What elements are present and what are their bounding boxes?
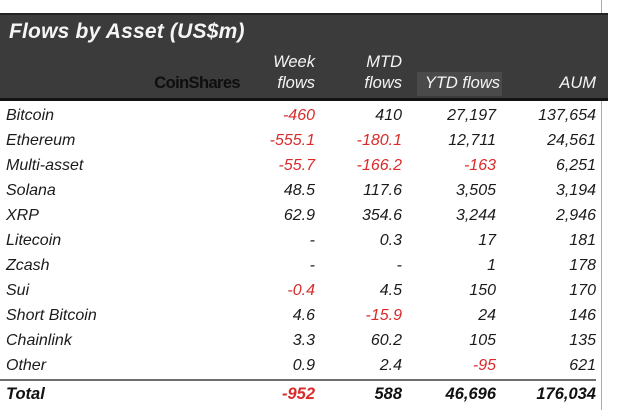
- col-header-aum: AUM: [559, 74, 596, 92]
- cell-asset-name: Solana: [6, 182, 56, 199]
- cell-mtd-flows: 4.5: [379, 282, 402, 299]
- cell-week-flows: 48.5: [283, 182, 315, 199]
- cell-ytd-flows: 24: [478, 307, 496, 324]
- coinshares-logo: CoinShares: [154, 74, 240, 92]
- cell-week-flows: 4.6: [292, 307, 315, 324]
- table-row: Multi-asset -55.7 -166.2 -163 6,251: [0, 153, 596, 178]
- cell-asset-name: Zcash: [6, 257, 50, 274]
- table-row: Sui -0.4 4.5 150 170: [0, 278, 596, 303]
- cell-asset-name: Sui: [6, 282, 30, 299]
- cell-week-flows: -555.1: [269, 132, 315, 149]
- cell-mtd-flows: 0.3: [379, 232, 402, 249]
- cell-week-flows: -460: [282, 107, 315, 124]
- cell-mtd-flows: -180.1: [356, 132, 402, 149]
- cell-asset-name: XRP: [6, 207, 39, 224]
- col-header-mtd-flows: MTD flows: [315, 52, 402, 96]
- table-row: Other 0.9 2.4 -95 621: [0, 353, 596, 378]
- cell-ytd-flows: 1: [487, 257, 496, 274]
- cell-asset-name: Multi-asset: [6, 157, 84, 174]
- cell-mtd-flows: 2.4: [379, 357, 402, 374]
- cell-aum: 137,654: [538, 107, 596, 124]
- cell-mtd-flows: -15.9: [365, 307, 402, 324]
- cell-week-flows: -0.4: [287, 282, 315, 299]
- cell-ytd-flows: 105: [469, 332, 496, 349]
- cell-aum: 146: [569, 307, 596, 324]
- col-header-week-line1: Week: [273, 53, 315, 71]
- cell-week-flows: -: [309, 232, 315, 249]
- cell-mtd-flows: 117.6: [363, 182, 402, 199]
- cell-week-flows: -: [309, 257, 315, 274]
- cell-aum: 3,194: [555, 182, 596, 199]
- cell-asset-name: Bitcoin: [6, 107, 55, 124]
- table-row: Solana 48.5 117.6 3,505 3,194: [0, 178, 596, 203]
- cell-aum: 181: [569, 232, 596, 249]
- cell-asset-name: Other: [6, 357, 47, 374]
- cell-week-flows: 62.9: [283, 207, 315, 224]
- table-row: XRP 62.9 354.6 3,244 2,946: [0, 203, 596, 228]
- table-row: Chainlink 3.3 60.2 105 135: [0, 328, 596, 353]
- cell-week-flows: 0.9: [292, 357, 315, 374]
- cell-week-flows: -55.7: [278, 157, 315, 174]
- cell-asset-name: Litecoin: [6, 232, 62, 249]
- cell-ytd-flows: 12,711: [448, 132, 496, 149]
- total-label: Total: [6, 385, 45, 403]
- col-header-week-flows: Week flows: [240, 52, 315, 96]
- cell-ytd-flows: 3,244: [455, 207, 496, 224]
- cell-mtd-flows: -166.2: [356, 157, 402, 174]
- total-mtd-flows: 588: [374, 385, 402, 403]
- col-header-mtd-line2: flows: [364, 74, 402, 92]
- cell-aum: 621: [569, 357, 596, 374]
- cell-aum: 135: [569, 332, 596, 349]
- col-header-week-line2: flows: [277, 74, 315, 92]
- cell-asset-name: Chainlink: [6, 332, 72, 349]
- cell-mtd-flows: 354.6: [361, 207, 402, 224]
- cell-asset-name: Short Bitcoin: [6, 307, 97, 324]
- table-row: Zcash - - 1 178: [0, 253, 596, 278]
- cell-mtd-flows: 60.2: [370, 332, 402, 349]
- table-row: Litecoin - 0.3 17 181: [0, 228, 596, 253]
- cell-ytd-flows: 17: [478, 232, 496, 249]
- table-row: Short Bitcoin 4.6 -15.9 24 146: [0, 303, 596, 328]
- cell-asset-name: Ethereum: [6, 132, 76, 149]
- table-body: Bitcoin -460 410 27,197 137,654 Ethereum…: [0, 103, 596, 407]
- table-row: Ethereum -555.1 -180.1 12,711 24,561: [0, 128, 596, 153]
- column-headers: CoinShares Week flows MTD flows YTD flows …: [0, 52, 596, 96]
- col-header-mtd-line1: MTD: [366, 53, 402, 71]
- cell-aum: 170: [569, 282, 596, 299]
- total-aum: 176,034: [536, 385, 596, 403]
- cell-ytd-flows: 150: [469, 282, 496, 299]
- cell-ytd-flows: -95: [472, 357, 496, 374]
- col-header-ytd-flows: YTD flows: [402, 72, 502, 96]
- cell-ytd-flows: 27,197: [447, 107, 496, 124]
- cell-week-flows: 3.3: [292, 332, 315, 349]
- cell-ytd-flows: 3,505: [455, 182, 496, 199]
- total-ytd-flows: 46,696: [445, 385, 496, 403]
- table-header: Flows by Asset (US$m) CoinShares Week flo…: [0, 13, 608, 101]
- cell-aum: 6,251: [555, 157, 596, 174]
- table-row: Bitcoin -460 410 27,197 137,654: [0, 103, 596, 128]
- total-week-flows: -952: [281, 385, 315, 403]
- spreadsheet-gridline: [601, 0, 602, 410]
- table-title: Flows by Asset (US$m): [9, 20, 245, 43]
- cell-mtd-flows: -: [396, 257, 402, 274]
- table-total-row: Total -952 588 46,696 176,034: [0, 379, 596, 407]
- col-header-ytd-label: YTD flows: [416, 72, 502, 96]
- cell-ytd-flows: -163: [463, 157, 496, 174]
- cell-mtd-flows: 410: [375, 107, 402, 124]
- cell-aum: 178: [569, 257, 596, 274]
- cell-aum: 2,946: [555, 207, 596, 224]
- cell-aum: 24,561: [547, 132, 596, 149]
